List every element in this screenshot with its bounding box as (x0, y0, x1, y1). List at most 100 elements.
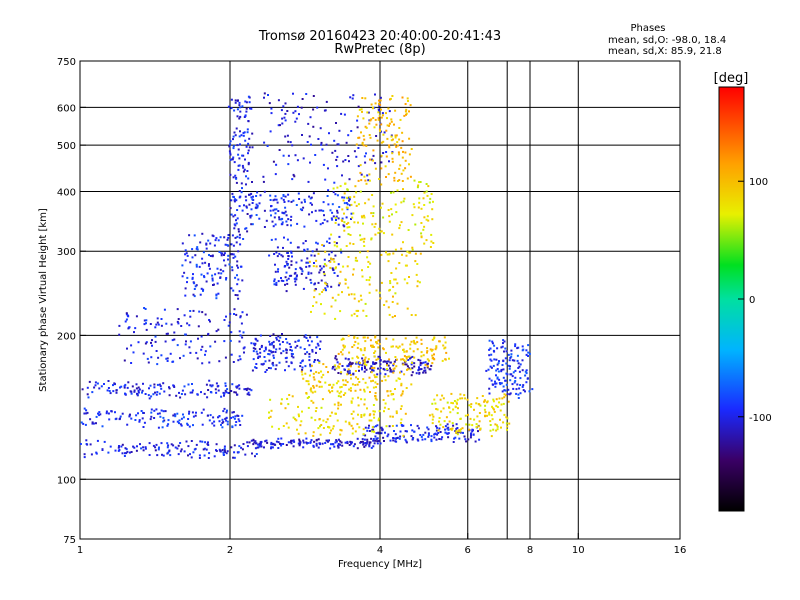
data-point (371, 346, 374, 348)
data-point (336, 444, 339, 447)
data-point (340, 441, 343, 444)
data-point (374, 167, 377, 170)
data-point (387, 375, 390, 378)
data-point (406, 250, 409, 253)
data-point (91, 422, 94, 425)
data-point (522, 384, 525, 387)
data-point (329, 414, 332, 417)
data-point (160, 354, 163, 357)
data-point (183, 271, 186, 274)
data-point (142, 382, 144, 385)
data-point (155, 408, 158, 411)
data-point (157, 356, 160, 359)
data-point (339, 433, 342, 436)
data-point (229, 153, 232, 156)
data-point (283, 116, 286, 119)
data-point (142, 449, 145, 452)
data-point (245, 175, 247, 178)
data-point (272, 344, 275, 347)
data-point (320, 141, 323, 144)
data-point (255, 338, 258, 341)
data-point (327, 203, 330, 206)
data-point (472, 433, 475, 436)
data-point (207, 264, 210, 267)
data-point (292, 416, 295, 419)
data-point (463, 435, 466, 438)
data-point (277, 437, 280, 440)
data-point (272, 225, 275, 228)
data-point (424, 369, 427, 372)
data-point (403, 114, 406, 117)
data-point (333, 181, 336, 184)
data-point (166, 446, 169, 449)
data-point (316, 342, 319, 345)
data-point (361, 357, 364, 360)
data-point (438, 427, 441, 430)
data-point (412, 339, 415, 342)
data-point (293, 368, 296, 371)
data-point (160, 324, 163, 327)
data-point (290, 345, 292, 348)
data-point (360, 131, 362, 134)
data-point (112, 390, 115, 393)
data-point (275, 283, 278, 286)
data-point (320, 279, 323, 282)
data-point (305, 380, 308, 383)
data-point (385, 251, 387, 254)
data-point (156, 317, 159, 320)
data-point (141, 389, 144, 392)
data-point (130, 344, 133, 347)
data-point (326, 195, 329, 197)
data-point (426, 365, 429, 368)
data-point (404, 363, 407, 366)
data-point (189, 340, 192, 343)
data-point (318, 385, 321, 388)
data-point (387, 408, 390, 410)
data-point (336, 194, 339, 197)
data-point (310, 196, 313, 199)
data-point (392, 398, 395, 401)
data-point (348, 421, 351, 424)
data-point (340, 338, 343, 341)
data-point (137, 391, 140, 394)
data-point (264, 371, 267, 373)
data-point (399, 435, 402, 438)
data-point (343, 202, 346, 205)
data-point (349, 234, 352, 236)
data-point (495, 382, 498, 385)
data-point (223, 259, 225, 262)
data-point (368, 283, 371, 286)
data-point (234, 276, 237, 279)
data-point (276, 255, 279, 258)
data-point (368, 430, 371, 432)
data-point (251, 202, 254, 204)
data-point (402, 434, 405, 437)
data-point (306, 351, 309, 354)
data-point (349, 96, 352, 99)
data-point (423, 225, 426, 228)
data-point (320, 424, 323, 426)
data-point (398, 227, 401, 230)
data-point (310, 281, 313, 284)
data-point (262, 180, 265, 183)
data-point (281, 117, 284, 120)
data-point (444, 431, 447, 434)
data-point (208, 452, 211, 455)
data-point (95, 452, 98, 455)
data-point (375, 358, 378, 361)
data-point (124, 452, 126, 455)
data-point (390, 393, 393, 395)
data-point (226, 450, 229, 453)
data-point (236, 217, 239, 220)
data-point (236, 294, 239, 297)
data-point (381, 114, 384, 117)
data-point (173, 331, 176, 334)
data-point (392, 371, 395, 374)
data-point (271, 425, 274, 428)
data-point (223, 340, 226, 343)
data-point (455, 401, 458, 404)
data-point (107, 387, 110, 389)
data-point (361, 368, 363, 371)
data-point (320, 143, 323, 146)
